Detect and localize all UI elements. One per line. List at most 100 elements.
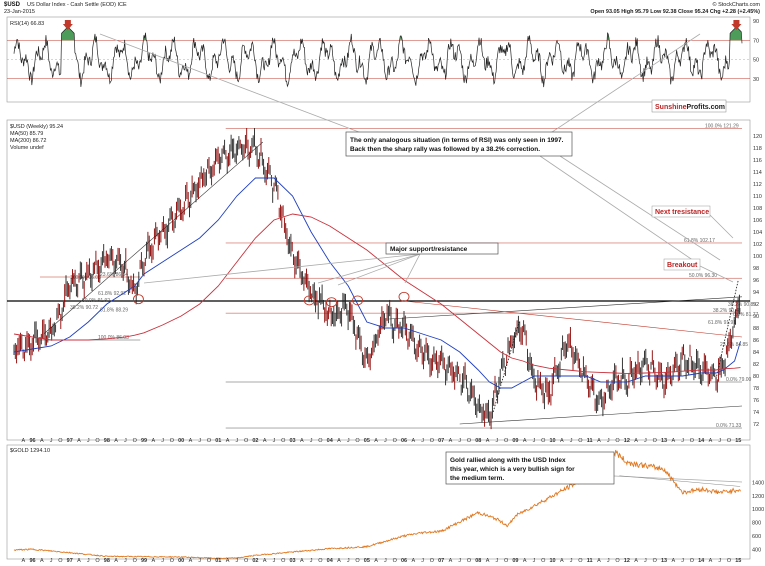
support-note: Major support/resistance xyxy=(390,246,468,253)
year-label-13: 13 xyxy=(661,558,667,564)
year-label-09: 09 xyxy=(512,558,518,564)
month-label: O xyxy=(133,438,138,444)
year-label-03: 03 xyxy=(290,438,296,444)
ma50-line xyxy=(13,177,741,389)
month-label: J xyxy=(384,438,387,444)
ma200-legend: MA(200) 86.72 xyxy=(10,138,46,144)
month-label: A xyxy=(597,558,601,564)
pointer-rsi-1997 xyxy=(99,33,381,141)
year-label-13: 13 xyxy=(661,438,667,444)
fib-label: 61.8% 91.91 xyxy=(708,320,736,326)
month-label: O xyxy=(541,438,546,444)
month-label: J xyxy=(495,558,498,564)
rsi-tick-90: 90 xyxy=(753,19,759,25)
month-label: O xyxy=(207,438,212,444)
gold-tick-1200: 1200 xyxy=(752,494,764,500)
usd-tick-76: 76 xyxy=(753,398,759,404)
year-label-10: 10 xyxy=(550,558,556,564)
year-label-12: 12 xyxy=(624,438,630,444)
month-label: O xyxy=(727,438,732,444)
year-label-07: 07 xyxy=(438,558,444,564)
pointer-note-b xyxy=(539,155,701,266)
month-label: A xyxy=(77,558,81,564)
support-circle xyxy=(132,294,144,305)
month-label: J xyxy=(681,438,684,444)
month-label: A xyxy=(263,438,267,444)
usd-tick-100: 100 xyxy=(753,254,762,260)
usd-tick-118: 118 xyxy=(753,146,762,152)
month-label: O xyxy=(207,558,212,564)
month-label: O xyxy=(133,558,138,564)
month-label: O xyxy=(541,558,546,564)
gold-trendline xyxy=(619,475,741,487)
month-label: J xyxy=(87,558,90,564)
rsi-layer: 30 50 70 90 xyxy=(7,19,759,88)
month-label: A xyxy=(40,558,44,564)
year-label-11: 11 xyxy=(587,438,593,444)
rsi-tick-70: 70 xyxy=(753,38,759,44)
usd-tick-90: 90 xyxy=(753,314,759,320)
month-label: A xyxy=(560,438,564,444)
month-label: O xyxy=(615,558,620,564)
month-label: O xyxy=(393,558,398,564)
rsi-note-box: The only analogous situation (in terms o… xyxy=(345,131,573,157)
month-label: A xyxy=(151,438,155,444)
year-label-00: 00 xyxy=(178,438,184,444)
brand-sunshine: Sunshine xyxy=(655,104,687,111)
month-label: J xyxy=(50,558,53,564)
breakout-box: Breakout xyxy=(663,258,701,271)
month-label: J xyxy=(50,438,53,444)
year-label-01: 01 xyxy=(215,558,221,564)
gold-tick-800: 800 xyxy=(752,521,761,527)
usd-tick-86: 86 xyxy=(753,338,759,344)
month-label: J xyxy=(570,438,573,444)
ma200-line xyxy=(13,213,741,375)
month-label: J xyxy=(607,438,610,444)
fib-label: 38.2% 90.48 xyxy=(713,308,741,314)
usd-title: $USD (Weekly) 95.24 xyxy=(10,124,63,130)
pointer-rsi-2015 xyxy=(539,33,701,141)
gold-note-line3: the medium term. xyxy=(450,475,504,482)
year-label-98: 98 xyxy=(104,438,110,444)
usd-tick-96: 96 xyxy=(753,278,759,284)
month-label: A xyxy=(709,438,713,444)
month-label: O xyxy=(615,438,620,444)
month-label: J xyxy=(124,558,127,564)
usd-tick-116: 116 xyxy=(753,158,762,164)
usd-tick-104: 104 xyxy=(753,230,762,236)
support-note-box: Major support/resistance xyxy=(385,242,499,255)
month-label: O xyxy=(281,438,286,444)
month-label: A xyxy=(411,558,415,564)
month-label: J xyxy=(570,558,573,564)
month-label: J xyxy=(198,558,201,564)
support-circle xyxy=(326,297,338,308)
month-label: O xyxy=(244,558,249,564)
month-label: J xyxy=(533,438,536,444)
month-label: O xyxy=(355,438,360,444)
month-label: J xyxy=(421,558,424,564)
usd-tick-106: 106 xyxy=(753,218,762,224)
month-label: J xyxy=(198,438,201,444)
year-label-10: 10 xyxy=(550,438,556,444)
month-label: A xyxy=(634,558,638,564)
month-label: J xyxy=(273,558,276,564)
gold-title: $GOLD 1294.10 xyxy=(10,448,50,454)
month-label: A xyxy=(300,438,304,444)
usd-layer: 7274767880828486889092949698100102104106… xyxy=(7,33,762,483)
month-label: J xyxy=(458,558,461,564)
year-label-03: 03 xyxy=(290,558,296,564)
fib-label: 50.0% 91.92 xyxy=(82,298,110,304)
rsi-overbought-fill xyxy=(607,32,610,41)
year-label-01: 01 xyxy=(215,438,221,444)
rsi-title: RSI(14) 66.83 xyxy=(10,21,44,27)
month-label: A xyxy=(560,558,564,564)
month-label: A xyxy=(709,558,713,564)
gold-layer: 400 600 800 1000 1200 1400 xyxy=(13,449,764,560)
usd-tick-88: 88 xyxy=(753,326,759,332)
year-label-05: 05 xyxy=(364,558,370,564)
month-label: A xyxy=(40,438,44,444)
month-label: A xyxy=(449,438,453,444)
fib-label: 61.8% 92.92 xyxy=(98,291,126,297)
trendline-base xyxy=(459,405,743,425)
month-label: O xyxy=(393,438,398,444)
